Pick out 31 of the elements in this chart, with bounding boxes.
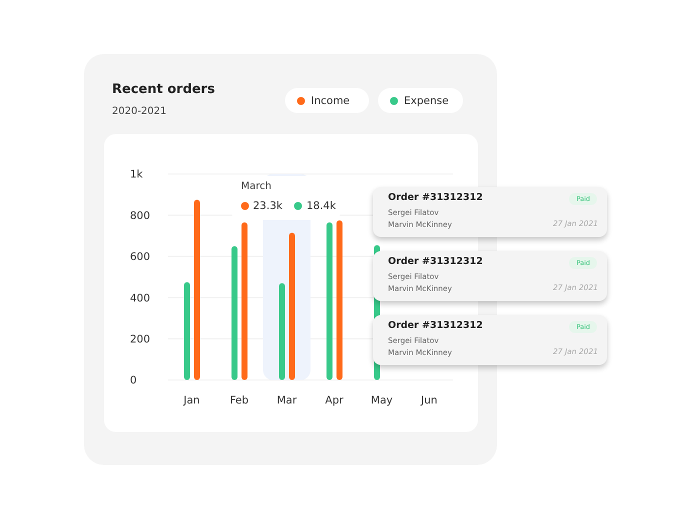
bar [242, 222, 248, 380]
legend-label: Expense [404, 94, 449, 106]
annotation: Order #31312312 [388, 256, 483, 267]
x-tick-label: Feb [230, 394, 249, 406]
x-tick-label: Jan [182, 394, 200, 406]
x-tick-label: Apr [325, 394, 344, 406]
y-tick-label: 1k [130, 168, 144, 181]
bar [336, 220, 342, 380]
x-tick-label: Jun [420, 394, 438, 406]
annotation: 23.3k [253, 200, 282, 212]
annotation: Order #31312312 [388, 192, 483, 203]
y-tick-label: 600 [130, 251, 150, 264]
x-tick-label: Mar [276, 394, 298, 406]
chart-title: Recent orders [112, 82, 215, 97]
bar [326, 222, 332, 380]
bar [184, 282, 190, 380]
y-tick-label: 200 [130, 334, 150, 346]
bar [232, 246, 238, 380]
x-tick-label: May [370, 394, 393, 406]
tooltip-box: March 23.3k 18.4k [232, 176, 340, 220]
chart-subtitle: 2020-2021 [112, 106, 167, 117]
bar [279, 283, 285, 380]
annotation: 18.4k [306, 200, 336, 212]
y-tick-label: 0 [130, 374, 137, 387]
annotation: Order #31312312 [388, 320, 483, 331]
bar [194, 200, 200, 380]
annotation: March [241, 181, 272, 192]
legend-label: Income [311, 94, 350, 106]
y-tick-label: 400 [130, 292, 150, 304]
y-tick-label: 800 [130, 210, 150, 222]
bar [289, 232, 295, 380]
